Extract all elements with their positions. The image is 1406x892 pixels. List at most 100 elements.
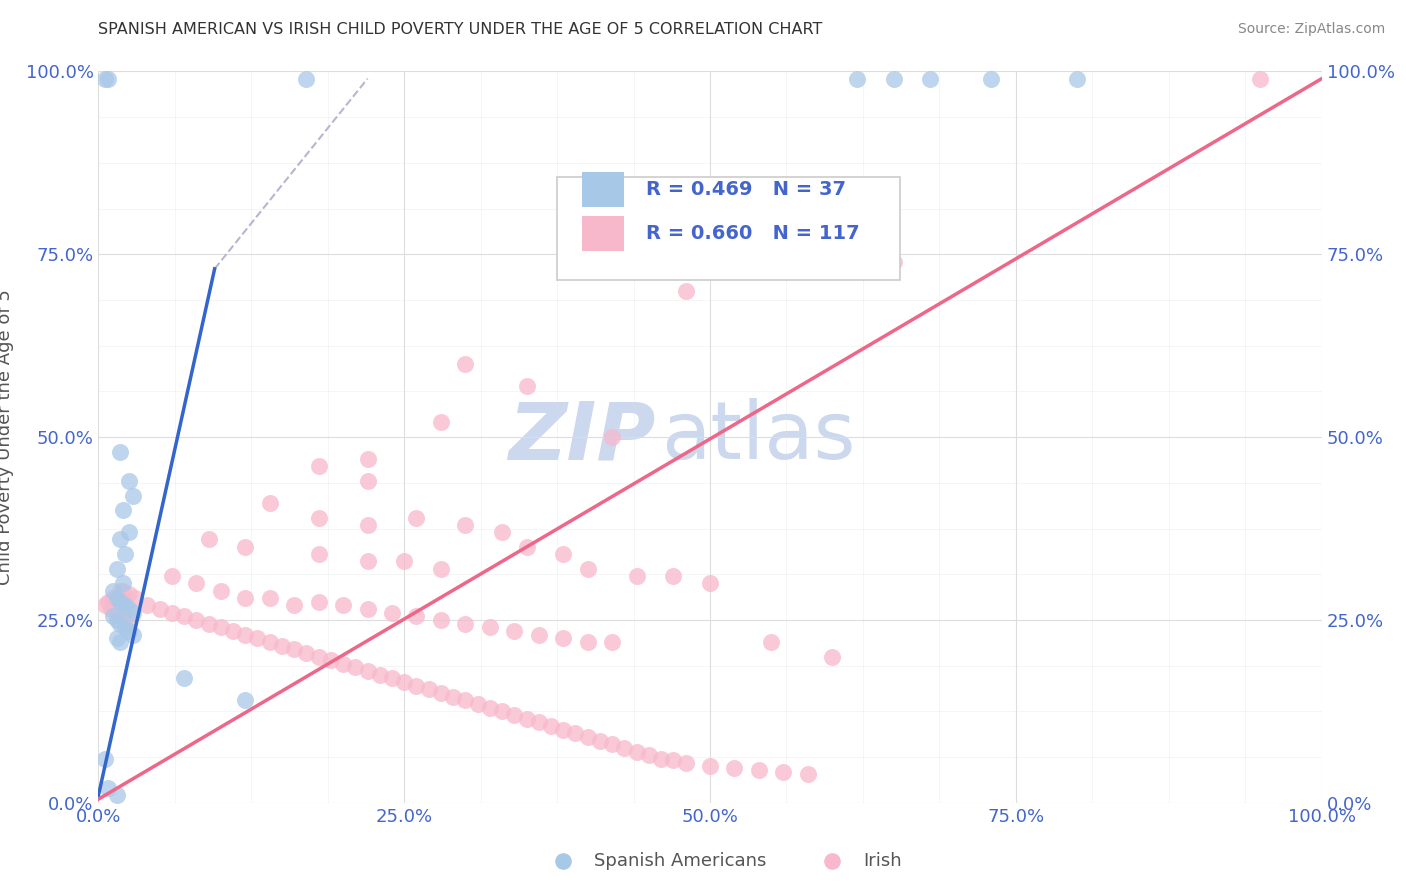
Point	[111, 576, 134, 591]
Point	[259, 591, 281, 605]
Point	[392, 675, 416, 690]
Point	[105, 562, 128, 576]
Point	[93, 752, 115, 766]
Point	[110, 635, 132, 649]
Point	[356, 474, 378, 488]
Text: Irish: Irish	[863, 853, 901, 871]
Point	[118, 624, 141, 638]
FancyBboxPatch shape	[582, 172, 624, 207]
Point	[105, 789, 128, 803]
Point	[723, 761, 745, 775]
Point	[319, 653, 342, 667]
Point	[93, 71, 115, 86]
Point	[209, 583, 232, 598]
Point	[209, 620, 232, 634]
Point	[821, 196, 844, 211]
Point	[540, 719, 562, 733]
Point	[149, 602, 172, 616]
Point	[553, 547, 575, 561]
Point	[118, 525, 141, 540]
Point	[699, 759, 721, 773]
Point	[93, 599, 115, 613]
Point	[222, 624, 245, 638]
Point	[233, 693, 256, 707]
Point	[356, 664, 378, 678]
Point	[295, 71, 318, 86]
Point	[308, 547, 330, 561]
Point	[405, 679, 427, 693]
Point	[114, 620, 136, 634]
Point	[356, 554, 378, 568]
Point	[650, 752, 672, 766]
Point	[97, 594, 120, 608]
Point	[626, 745, 648, 759]
Point	[576, 562, 599, 576]
Point	[233, 627, 256, 641]
Point	[527, 627, 550, 641]
Point	[118, 474, 141, 488]
Point	[259, 635, 281, 649]
FancyBboxPatch shape	[582, 216, 624, 251]
Point	[405, 609, 427, 624]
Point	[186, 613, 208, 627]
Point	[105, 632, 128, 646]
Point	[430, 613, 453, 627]
Point	[845, 71, 868, 86]
Point	[1249, 71, 1271, 86]
Point	[553, 855, 575, 869]
Text: Source: ZipAtlas.com: Source: ZipAtlas.com	[1237, 22, 1385, 37]
Point	[233, 540, 256, 554]
Point	[332, 657, 354, 671]
Point	[100, 602, 122, 616]
Point	[430, 562, 453, 576]
Point	[308, 510, 330, 524]
Point	[600, 737, 623, 751]
Point	[626, 247, 648, 261]
Point	[110, 444, 132, 458]
Point	[821, 649, 844, 664]
Point	[675, 756, 697, 770]
Point	[111, 583, 134, 598]
Point	[441, 690, 464, 704]
Point	[405, 510, 427, 524]
Point	[576, 635, 599, 649]
Point	[920, 71, 942, 86]
Point	[121, 627, 143, 641]
Point	[356, 452, 378, 467]
Point	[101, 591, 124, 605]
Point	[160, 569, 183, 583]
Text: R = 0.469   N = 37: R = 0.469 N = 37	[647, 180, 846, 199]
Point	[121, 606, 143, 620]
Point	[589, 733, 612, 747]
Point	[381, 606, 404, 620]
Point	[101, 609, 124, 624]
Point	[105, 594, 128, 608]
Point	[576, 730, 599, 744]
Point	[515, 379, 537, 393]
Point	[772, 765, 794, 780]
Point	[114, 599, 136, 613]
Point	[454, 517, 477, 532]
Point	[136, 599, 159, 613]
Point	[430, 416, 453, 430]
Point	[173, 609, 195, 624]
Text: atlas: atlas	[661, 398, 855, 476]
Point	[564, 726, 586, 740]
Point	[344, 660, 367, 674]
Point	[308, 594, 330, 608]
Point	[105, 613, 128, 627]
Point	[105, 591, 128, 605]
Point	[600, 430, 623, 444]
Point	[308, 649, 330, 664]
Point	[515, 712, 537, 726]
Point	[418, 682, 440, 697]
Point	[97, 781, 120, 796]
Point	[662, 753, 685, 767]
Point	[121, 489, 143, 503]
Point	[295, 646, 318, 660]
Point	[259, 496, 281, 510]
Point	[662, 569, 685, 583]
Point	[797, 766, 820, 780]
Point	[613, 740, 636, 755]
Point	[699, 576, 721, 591]
